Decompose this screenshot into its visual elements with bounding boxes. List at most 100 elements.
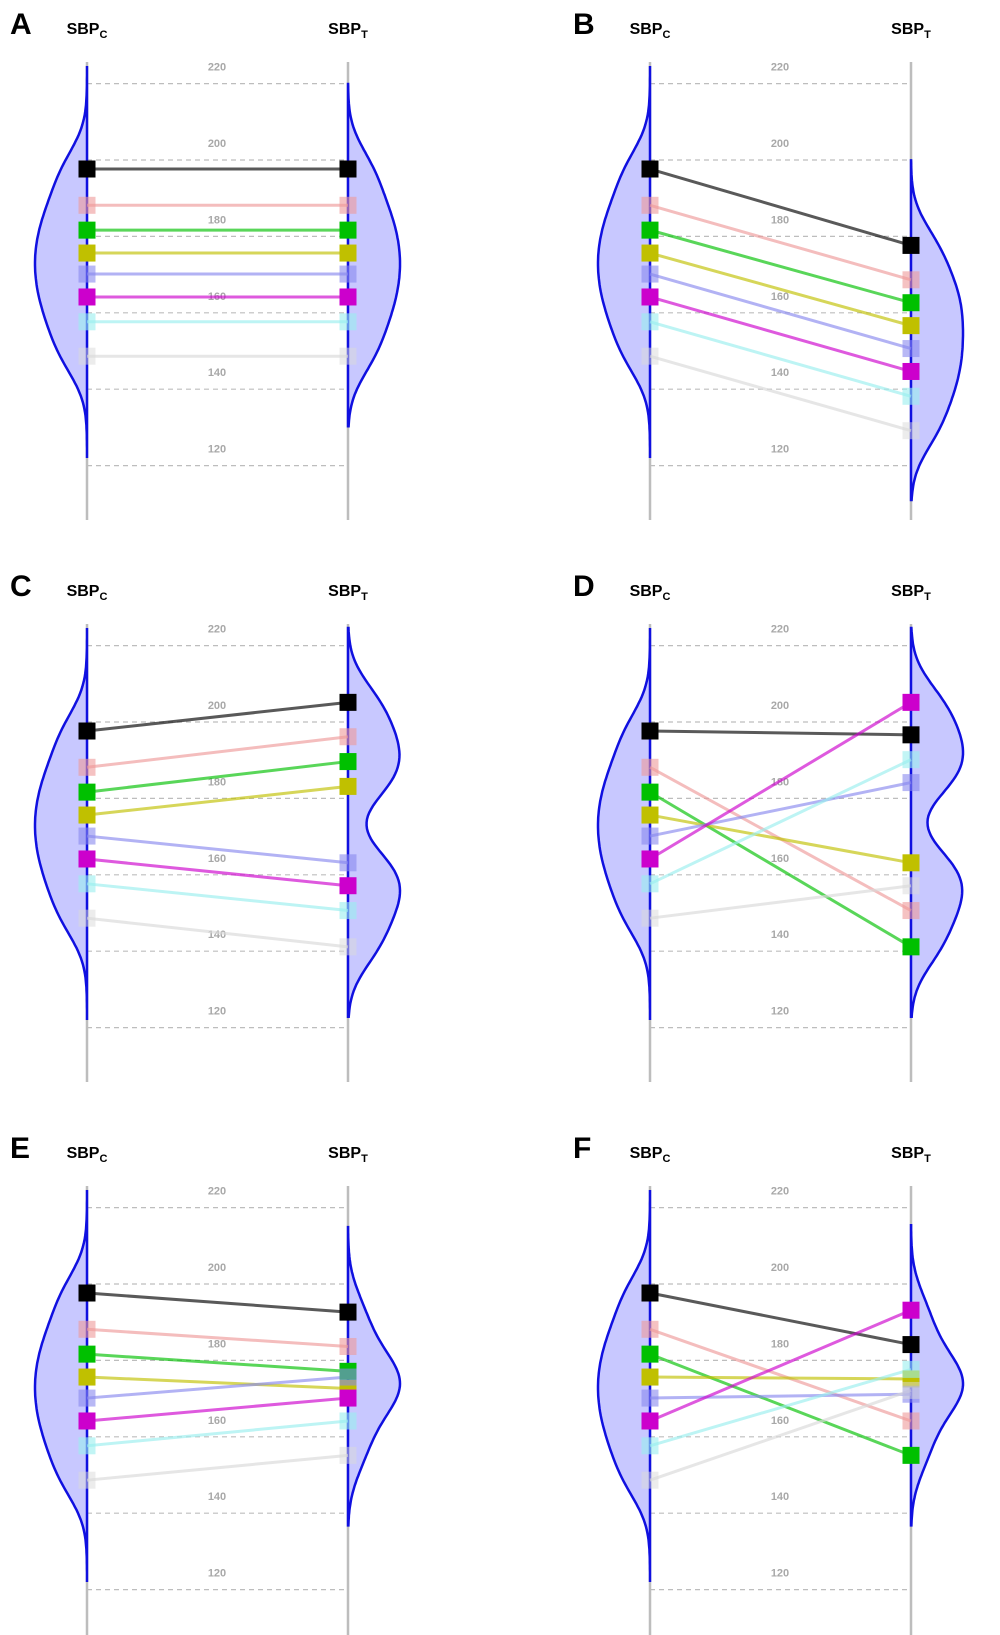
series-line-1 (649, 729, 912, 737)
tick-label-120: 120 (208, 444, 226, 456)
x-label-left: SBPC (630, 21, 671, 41)
point-1-end (339, 1303, 357, 1321)
point-2-start (78, 1320, 96, 1338)
point-3-end (902, 938, 920, 956)
tick-label-180: 180 (208, 776, 226, 788)
violin-right (346, 82, 402, 428)
point-7-end (902, 1360, 920, 1378)
point-2-start (78, 758, 96, 776)
series-line-1 (86, 700, 349, 733)
series-line-3 (86, 760, 349, 794)
series-line-8 (649, 1389, 912, 1482)
tick-label-140: 140 (771, 1491, 789, 1503)
violin-left (596, 66, 652, 458)
tick-label-120: 120 (208, 1006, 226, 1018)
point-8-start (641, 347, 659, 365)
point-5-start (78, 827, 96, 845)
tick-label-160: 160 (771, 291, 789, 303)
point-2-start (641, 1320, 659, 1338)
tick-label-220: 220 (208, 624, 226, 636)
series-line-6 (649, 701, 912, 861)
tick-label-180: 180 (771, 1338, 789, 1350)
point-3-start (641, 783, 659, 801)
series-line-4 (649, 813, 912, 865)
series-line-2 (86, 1327, 349, 1348)
series-line-6 (86, 857, 349, 888)
point-3-start (78, 783, 96, 801)
point-6-start (641, 1412, 659, 1430)
point-5-start (78, 265, 96, 283)
point-8-start (78, 909, 96, 927)
point-2-end (339, 728, 357, 746)
point-6-start (78, 850, 96, 868)
point-6-end (902, 362, 920, 380)
point-1-end (902, 236, 920, 254)
panel-letter: C (10, 570, 32, 603)
point-8-start (78, 1471, 96, 1489)
violin-left (33, 1190, 89, 1582)
series-line-1 (649, 167, 912, 247)
point-1-start (641, 1284, 659, 1302)
point-2-start (641, 196, 659, 214)
panel-b: 120 140 160 180 200 220 SBPC SBPT B (573, 8, 965, 520)
panel-f: 120 140 160 180 200 220 SBPC SBPT F (573, 1132, 965, 1635)
point-5-start (78, 1389, 96, 1407)
point-8-end (339, 347, 357, 365)
series-line-4 (86, 784, 349, 817)
point-7-start (641, 875, 659, 893)
series-line-8 (86, 916, 349, 949)
point-4-start (641, 244, 659, 262)
point-4-start (641, 806, 659, 824)
tick-label-200: 200 (208, 138, 226, 150)
series-line-7 (649, 1367, 912, 1448)
tick-label-120: 120 (208, 1568, 226, 1580)
point-5-start (641, 827, 659, 845)
series-line-7 (649, 320, 912, 398)
point-7-start (78, 313, 96, 331)
point-7-end (339, 1412, 357, 1430)
point-6-end (339, 1389, 357, 1407)
point-1-start (78, 1284, 96, 1302)
point-4-end (339, 777, 357, 795)
point-8-start (78, 347, 96, 365)
x-label-left: SBPC (67, 1145, 108, 1165)
point-1-start (641, 160, 659, 178)
tick-label-140: 140 (208, 1491, 226, 1503)
x-label-right: SBPT (891, 583, 931, 603)
point-4-start (78, 806, 96, 824)
series-line-4 (649, 1375, 912, 1381)
point-2-end (902, 902, 920, 920)
point-6-start (641, 288, 659, 306)
point-3-end (902, 1446, 920, 1464)
x-label-left: SBPC (630, 1145, 671, 1165)
point-8-start (641, 909, 659, 927)
series-line-5 (649, 781, 912, 838)
tick-label-220: 220 (771, 1186, 789, 1198)
point-6-end (902, 1301, 920, 1319)
panel-letter: A (10, 8, 32, 41)
series-line-5 (86, 1375, 349, 1400)
point-5-end (902, 340, 920, 358)
point-6-start (641, 850, 659, 868)
violin-left (596, 628, 652, 1020)
x-label-right: SBPT (328, 21, 368, 41)
panel-a: 120140160180200220SBPCSBPTA (10, 8, 402, 520)
point-5-start (641, 265, 659, 283)
series-line-6 (649, 1308, 912, 1423)
series-line-5 (649, 272, 912, 350)
point-5-end (339, 1368, 357, 1386)
point-7-start (78, 1437, 96, 1455)
violin-left (33, 66, 89, 458)
series-line-2 (649, 203, 912, 282)
tick-label-160: 160 (771, 853, 789, 865)
series-line-8 (649, 884, 912, 920)
violin-right (346, 626, 402, 1019)
tick-label-200: 200 (208, 1262, 226, 1274)
point-3-end (902, 294, 920, 312)
tick-label-220: 220 (771, 62, 789, 74)
point-6-end (902, 693, 920, 711)
tick-label-160: 160 (771, 1415, 789, 1427)
panel-letter: D (573, 570, 595, 603)
